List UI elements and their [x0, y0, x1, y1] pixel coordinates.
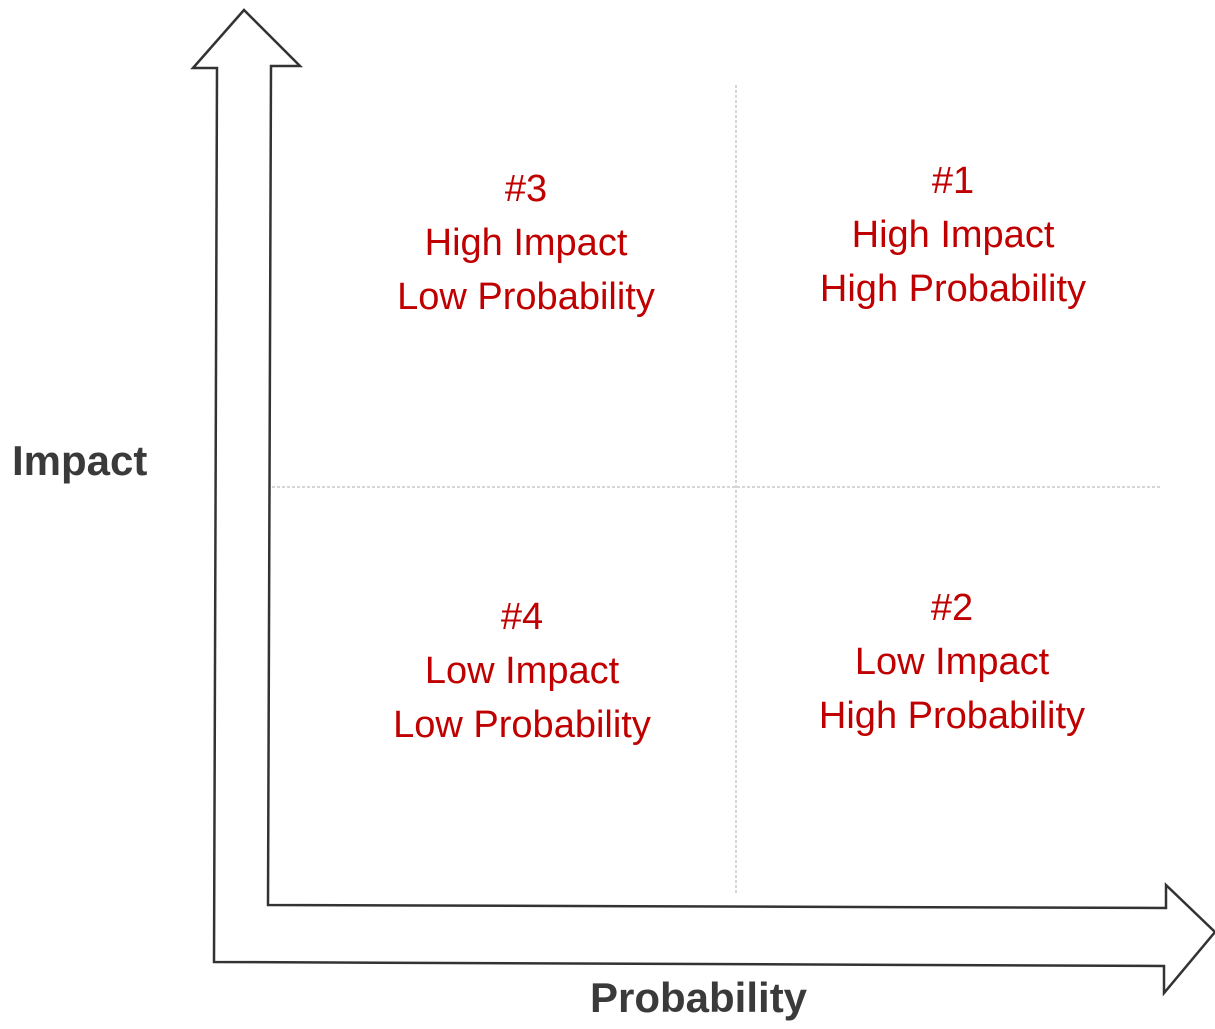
quadrant-low-impact-low-probability: #4 Low Impact Low Probability: [332, 590, 712, 752]
quadrant-number: #2: [930, 587, 974, 629]
quadrant-probability: High Probability: [819, 268, 1087, 310]
y-axis-label: Impact: [12, 437, 148, 484]
quadrant-low-impact-high-probability: #2 Low Impact High Probability: [762, 581, 1142, 743]
quadrant-high-impact-high-probability: #1 High Impact High Probability: [763, 154, 1143, 316]
quadrant-impact: High Impact: [851, 214, 1055, 256]
quadrant-impact: Low Impact: [854, 641, 1050, 683]
quadrant-high-impact-low-probability: #3 High Impact Low Probability: [336, 162, 716, 324]
quadrant-probability: Low Probability: [393, 704, 651, 746]
quadrant-number: #3: [504, 168, 548, 210]
quadrant-number: #1: [931, 160, 975, 202]
quadrant-impact: Low Impact: [424, 650, 620, 692]
quadrant-number: #4: [500, 596, 544, 638]
quadrant-impact: High Impact: [424, 222, 628, 264]
quadrant-probability: High Probability: [818, 695, 1086, 737]
quadrant-probability: Low Probability: [397, 276, 655, 318]
x-axis-label: Probability: [590, 974, 808, 1021]
axes-arrow-outline: [190, 8, 1215, 997]
